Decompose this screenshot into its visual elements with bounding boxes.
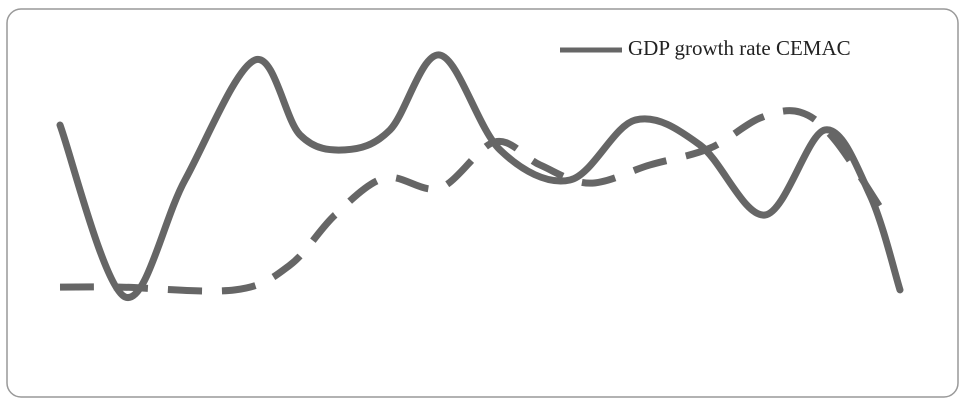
data-line (59, 107, 888, 295)
data-line (56, 51, 904, 301)
chart-frame (6, 8, 959, 398)
legend-label: GDP growth rate CEMAC (628, 36, 851, 60)
